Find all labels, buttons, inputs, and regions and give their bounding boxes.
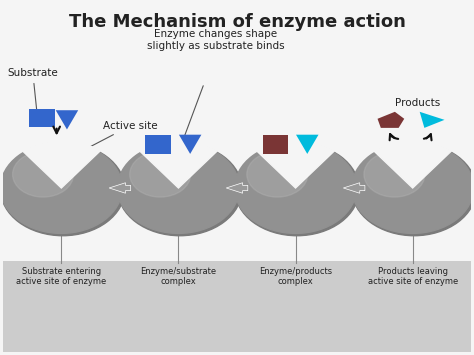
Circle shape bbox=[13, 152, 73, 197]
Circle shape bbox=[0, 143, 122, 233]
Polygon shape bbox=[296, 135, 319, 154]
Circle shape bbox=[364, 152, 425, 197]
FancyArrow shape bbox=[109, 183, 131, 193]
Wedge shape bbox=[374, 141, 452, 188]
Bar bbox=[263, 135, 288, 154]
Circle shape bbox=[118, 143, 239, 233]
Wedge shape bbox=[22, 141, 100, 188]
Text: Products leaving
active site of enzyme: Products leaving active site of enzyme bbox=[367, 267, 458, 286]
Circle shape bbox=[130, 152, 191, 197]
Circle shape bbox=[352, 143, 474, 233]
Polygon shape bbox=[419, 112, 445, 128]
Text: Enzyme changes shape
slightly as substrate binds: Enzyme changes shape slightly as substra… bbox=[147, 29, 285, 50]
Text: Substrate: Substrate bbox=[8, 68, 58, 110]
Text: Enzyme/products
complex: Enzyme/products complex bbox=[259, 267, 332, 286]
Circle shape bbox=[118, 143, 242, 236]
Bar bbox=[146, 135, 171, 154]
Wedge shape bbox=[139, 141, 218, 188]
Circle shape bbox=[235, 143, 356, 233]
Circle shape bbox=[0, 143, 125, 236]
FancyArrow shape bbox=[343, 183, 365, 193]
Bar bbox=[29, 109, 55, 127]
Text: Enzyme/substrate
complex: Enzyme/substrate complex bbox=[140, 267, 217, 286]
Circle shape bbox=[352, 143, 474, 236]
Wedge shape bbox=[256, 141, 335, 188]
Polygon shape bbox=[377, 112, 404, 128]
FancyArrow shape bbox=[226, 183, 248, 193]
Text: The Mechanism of enzyme action: The Mechanism of enzyme action bbox=[69, 13, 405, 31]
Text: Products: Products bbox=[395, 98, 440, 108]
Text: Substrate entering
active site of enzyme: Substrate entering active site of enzyme bbox=[16, 267, 107, 286]
Text: Active site: Active site bbox=[87, 121, 158, 148]
Circle shape bbox=[247, 152, 308, 197]
Bar bbox=[3, 261, 471, 352]
Polygon shape bbox=[56, 110, 78, 130]
Polygon shape bbox=[179, 135, 201, 154]
Circle shape bbox=[235, 143, 359, 236]
